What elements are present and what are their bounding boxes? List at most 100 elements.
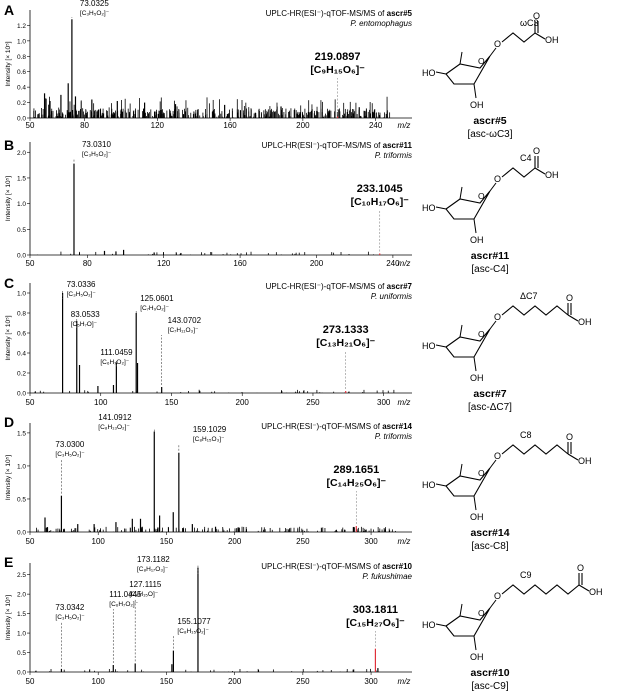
side-chain: [501, 444, 569, 455]
fragment-formula: [C₃H₅O₂]⁻: [55, 451, 85, 458]
side-chain: [501, 305, 569, 316]
y-tick-label: 0.8: [17, 311, 26, 318]
fragment-formula: [C₆H₇O₂]⁻: [100, 359, 129, 366]
fragment-mz: 111.0459: [100, 348, 133, 357]
fragment-mz: 159.1029: [193, 425, 227, 434]
side-chain: [501, 32, 536, 43]
acid-oh-label: OH: [545, 35, 559, 45]
x-tick-label: 250: [306, 398, 320, 407]
x-axis-unit: m/z: [398, 537, 411, 546]
panel-letter: D: [4, 414, 14, 430]
panel-e: E 0.0 0.5 1.0 1.5 2.0 2.5 Intensity [× 10⁵] 50 10…: [4, 554, 603, 692]
y-tick-label: 2.0: [17, 150, 26, 157]
ether-bond: [489, 320, 497, 330]
title-compound: ascr#10: [382, 562, 412, 571]
precursor-mz: 273.1333: [323, 324, 369, 336]
y-tick-label: 0.5: [17, 496, 26, 503]
hydroxyl-bond: [534, 32, 546, 40]
fragment-formula: [C₈H₁₃O₂]⁻: [98, 424, 130, 431]
methyl-bond: [459, 51, 463, 65]
title-compound: ascr#14: [382, 422, 412, 431]
x-tick-label: 200: [236, 398, 250, 407]
ether-oxygen: O: [494, 174, 501, 184]
fragment-mz: 111.0445: [109, 590, 142, 599]
panel-c: C 0.0 0.2 0.4 0.6 0.8 1.0 Intensity [× 10⁵] 50 10…: [4, 275, 592, 413]
compound-alias: [asc-ΔC7]: [468, 402, 512, 413]
panel-letter: E: [4, 554, 13, 570]
x-tick-label: 50: [26, 121, 35, 130]
x-tick-label: 50: [26, 537, 35, 546]
ether-bond: [489, 47, 497, 57]
x-axis-unit: m/z: [398, 398, 411, 407]
hydroxyl-bond: [578, 584, 590, 592]
ether-oxygen: O: [494, 451, 501, 461]
oh-bond: [473, 83, 477, 99]
fragment-mz: 173.1182: [137, 555, 170, 564]
acid-oh-label: OH: [578, 317, 592, 327]
x-axis-unit: m/z: [398, 121, 411, 130]
hydroxyl-bond: [567, 314, 579, 322]
carbonyl-oxygen: O: [566, 293, 573, 303]
ring-oxygen: O: [478, 468, 485, 478]
ether-oxygen: O: [494, 39, 501, 49]
oh-bond: [473, 635, 477, 651]
fragment-formula: [C₇H₁₁O₃]⁻: [168, 327, 199, 334]
fragment-mz: 73.0336: [67, 280, 96, 289]
panel-title: UPLC-HR(ESI⁻)-qTOF-MS/MS of ascr#14: [261, 422, 412, 431]
fragment-mz: 73.0325: [80, 0, 109, 8]
y-tick-label: 0.8: [17, 54, 26, 61]
x-axis-unit: m/z: [398, 259, 411, 268]
hydroxyl-bond: [534, 167, 546, 175]
x-tick-label: 80: [83, 259, 92, 268]
ho-label: HO: [422, 68, 436, 78]
methyl-bond: [459, 463, 463, 477]
fragment-formula: [C₈H₁₅O₃]⁻: [193, 436, 225, 443]
ho-label: HO: [422, 480, 436, 490]
carbonyl-oxygen: O: [566, 432, 573, 442]
x-tick-label: 120: [157, 259, 171, 268]
oh-label: OH: [470, 235, 484, 245]
panel-a: A 0.0 0.2 0.4 0.6 0.8 1.0 1.2 Intensity [× 10⁵] 5…: [4, 0, 559, 140]
y-tick-label: 1.0: [17, 201, 26, 208]
y-tick-label: 0.0: [17, 391, 26, 398]
y-tick-label: 1.5: [17, 430, 26, 437]
y-tick-label: 0.2: [17, 100, 26, 107]
fragment-formula: [C₇H₉O₂]⁻: [140, 305, 169, 312]
compound-alias: [asc-C4]: [471, 264, 508, 275]
y-tick-label: 0.0: [17, 530, 26, 537]
y-tick-label: 2.0: [17, 592, 26, 599]
x-tick-label: 250: [296, 537, 310, 546]
oh-label: OH: [470, 373, 484, 383]
panel-letter: A: [4, 2, 14, 18]
fragment-mz: 73.0342: [55, 603, 84, 612]
ho-bond: [435, 623, 447, 627]
carbonyl-oxygen: O: [533, 146, 540, 156]
organism-name: P. triformis: [375, 432, 412, 441]
panel-title: UPLC-HR(ESI⁻)-qTOF-MS/MS of ascr#11: [262, 141, 413, 150]
precursor-mz: 303.1811: [353, 604, 398, 616]
chain-label: C9: [520, 570, 532, 580]
fragment-formula: [C₈H₁₅O]⁻: [129, 591, 159, 598]
ether-bond: [489, 459, 497, 469]
chain-label: ωC3: [520, 18, 539, 28]
fragment-mz: 83.0533: [71, 310, 100, 319]
y-axis-label: Intensity [× 10⁵]: [5, 455, 12, 500]
carbonyl-oxygen: O: [577, 563, 584, 573]
chain-label: C4: [520, 153, 532, 163]
ring-oxygen: O: [478, 56, 485, 66]
methyl-bond: [459, 186, 463, 200]
oh-label: OH: [470, 652, 484, 662]
fragment-mz: 141.0912: [98, 413, 132, 422]
compound-alias: [asc-ωC3]: [467, 129, 512, 140]
organism-name: P. fukushimae: [362, 572, 412, 581]
y-tick-label: 0.6: [17, 331, 26, 338]
ho-label: HO: [422, 203, 436, 213]
ring-oxygen: O: [478, 191, 485, 201]
x-tick-label: 100: [94, 398, 108, 407]
ho-label: HO: [422, 620, 436, 630]
compound-name: ascr#7: [473, 388, 506, 400]
organism-name: P. entomophagus: [350, 19, 412, 28]
